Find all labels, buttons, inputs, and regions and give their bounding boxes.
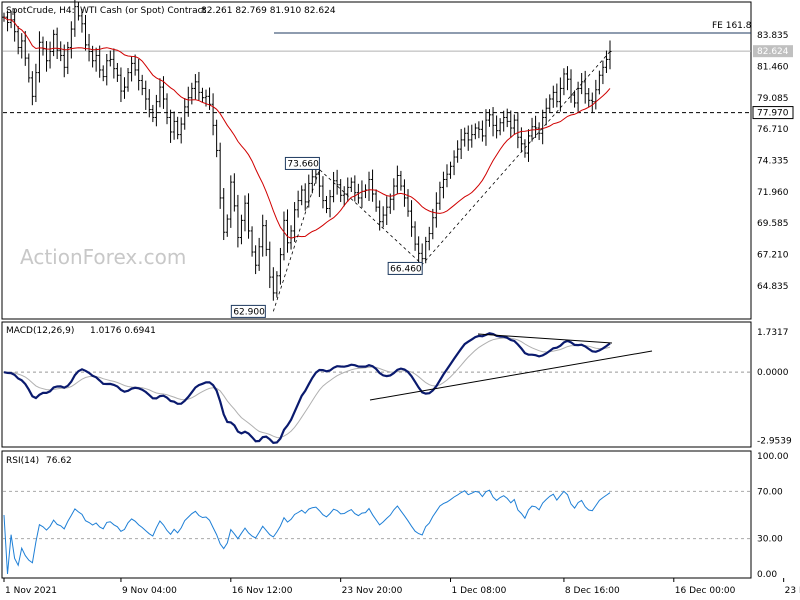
rsi-tick-label: 0.00 [757,570,777,580]
price-tick-label: 74.335 [757,157,789,167]
price-panel-frame [1,1,752,320]
annotation-label: 62.900 [233,307,265,317]
time-tick-label: 1 Nov 2021 [5,586,57,596]
price-tick-label: 67.210 [757,251,789,261]
rsi-header-name: RSI(14) [6,456,39,466]
rsi-line [3,489,611,575]
macd-trendline-upper [477,333,613,344]
rsi-tick-label: 30.00 [757,535,783,545]
macd-tick-label: 1.7317 [757,328,789,338]
rsi-series [3,489,751,575]
watermark-text: ActionForex.com [20,245,186,269]
macd-header-values: 1.0176 0.6941 [90,326,156,336]
axis-labels: 83.835 81.460 79.085 76.710 74.335 71.960 69.5… [3,31,800,596]
price-series: 73.660 66.460 62.900 [2,0,751,318]
price-tick-label: 76.710 [757,125,789,135]
macd-panel-frame [1,321,752,448]
price-header-symbol: SpotCrude, H4: [6,6,75,16]
time-tick-label: 23 Dec 08:00 [785,586,800,596]
rsi-panel-frame [1,450,752,579]
time-tick-label: 8 Dec 16:00 [565,586,620,596]
macd-tick-label: 0.0000 [757,368,789,378]
rsi-tick-label: 100.00 [757,452,789,462]
support-price-label: 77.970 [757,109,789,119]
macd-tick-label: -2.9539 [757,436,792,446]
time-tick-label: 23 Nov 20:00 [342,586,403,596]
price-tick-label: 79.085 [757,94,789,104]
price-tick-label: 64.835 [757,282,789,292]
moving-average-line [3,16,611,239]
time-tick-label: 9 Nov 04:00 [122,586,177,596]
zigzag-line [272,51,611,312]
current-price-label: 82.624 [757,47,789,57]
macd-series [3,332,751,445]
macd-header-name: MACD(12,26,9) [6,326,74,336]
time-tick-label: 1 Dec 08:00 [452,586,507,596]
price-tick-label: 81.460 [757,63,789,73]
price-tick-label: 83.835 [757,31,789,41]
macd-trendline-lower [369,350,653,401]
annotation-label: 73.660 [287,159,319,169]
annotation-box [387,261,423,275]
annotation-box [284,156,320,170]
time-tick-label: 16 Dec 00:00 [675,586,736,596]
price-tick-label: 69.585 [757,219,789,229]
price-header-ohlc: 82.261 82.769 81.910 82.624 [201,6,336,16]
current-price-tag [753,45,793,58]
macd-main-line [3,332,611,445]
rsi-tick-label: 70.00 [757,487,783,497]
annotation-box [230,304,266,318]
price-header-description: WTI Cash (or Spot) Contract [80,6,207,16]
fe-level-label: FE 161.8 [712,21,752,31]
price-tick-label: 71.960 [757,188,789,198]
rsi-header-value: 76.62 [46,456,72,466]
annotation-label: 66.460 [390,264,422,274]
support-price-tag [752,106,794,120]
time-tick-label: 16 Nov 12:00 [232,586,293,596]
